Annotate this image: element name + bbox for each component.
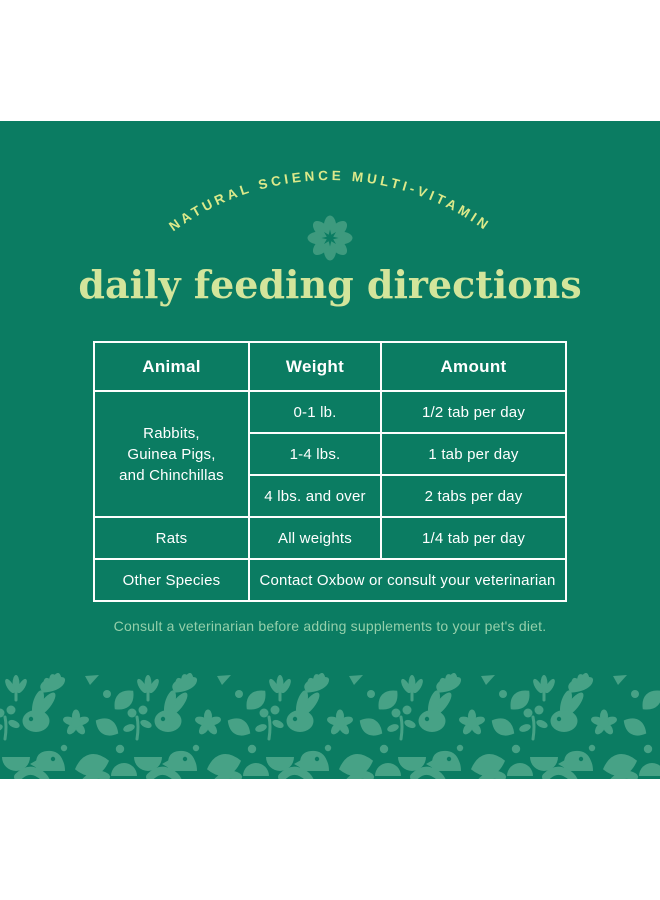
feeding-table: Animal Weight Amount Rabbits, Guinea Pig… [93,341,567,602]
page-title: daily feeding directions [78,262,582,307]
table-row: 4 lbs. and over 2 tabs per day [94,474,567,518]
cell-animal-other-species: Other Species [93,558,250,602]
cell-amount: 1/2 tab per day [380,390,567,434]
cell-weight: All weights [248,516,382,560]
table-header-row: Animal Weight Amount [93,341,567,392]
table-row: 1-4 lbs. 1 tab per day [94,432,567,476]
cell-animal-rats: Rats [93,516,250,560]
flower-rosette-icon [307,215,353,261]
column-header-weight: Weight [248,341,382,392]
column-header-animal: Animal [93,341,250,392]
header-arc: NATURAL SCIENCE MULTI-VITAMIN [166,168,490,261]
vet-note: Consult a veterinarian before adding sup… [113,618,547,634]
green-panel: NATURAL SCIENCE MULTI-VITAMIN daily feed… [0,121,660,779]
cell-amount: 1 tab per day [380,432,567,476]
table-row: Rabbits, Guinea Pigs, and Chinchillas 0-… [93,390,567,518]
cell-weight: 4 lbs. and over [248,474,382,518]
table-row: Rats All weights 1/4 tab per day [93,516,567,560]
star-cutout-icon [321,229,339,247]
cell-weight: 1-4 lbs. [248,432,382,476]
bottom-pattern [0,673,660,779]
cell-amount: 2 tabs per day [380,474,567,518]
cell-other-species-instruction: Contact Oxbow or consult your veterinari… [248,558,567,602]
column-header-amount: Amount [380,341,567,392]
cell-weight: 0-1 lb. [248,390,382,434]
cell-animal-rabbits: Rabbits, Guinea Pigs, and Chinchillas [93,390,250,518]
cell-amount: 1/4 tab per day [380,516,567,560]
table-row: Other Species Contact Oxbow or consult y… [93,558,567,602]
